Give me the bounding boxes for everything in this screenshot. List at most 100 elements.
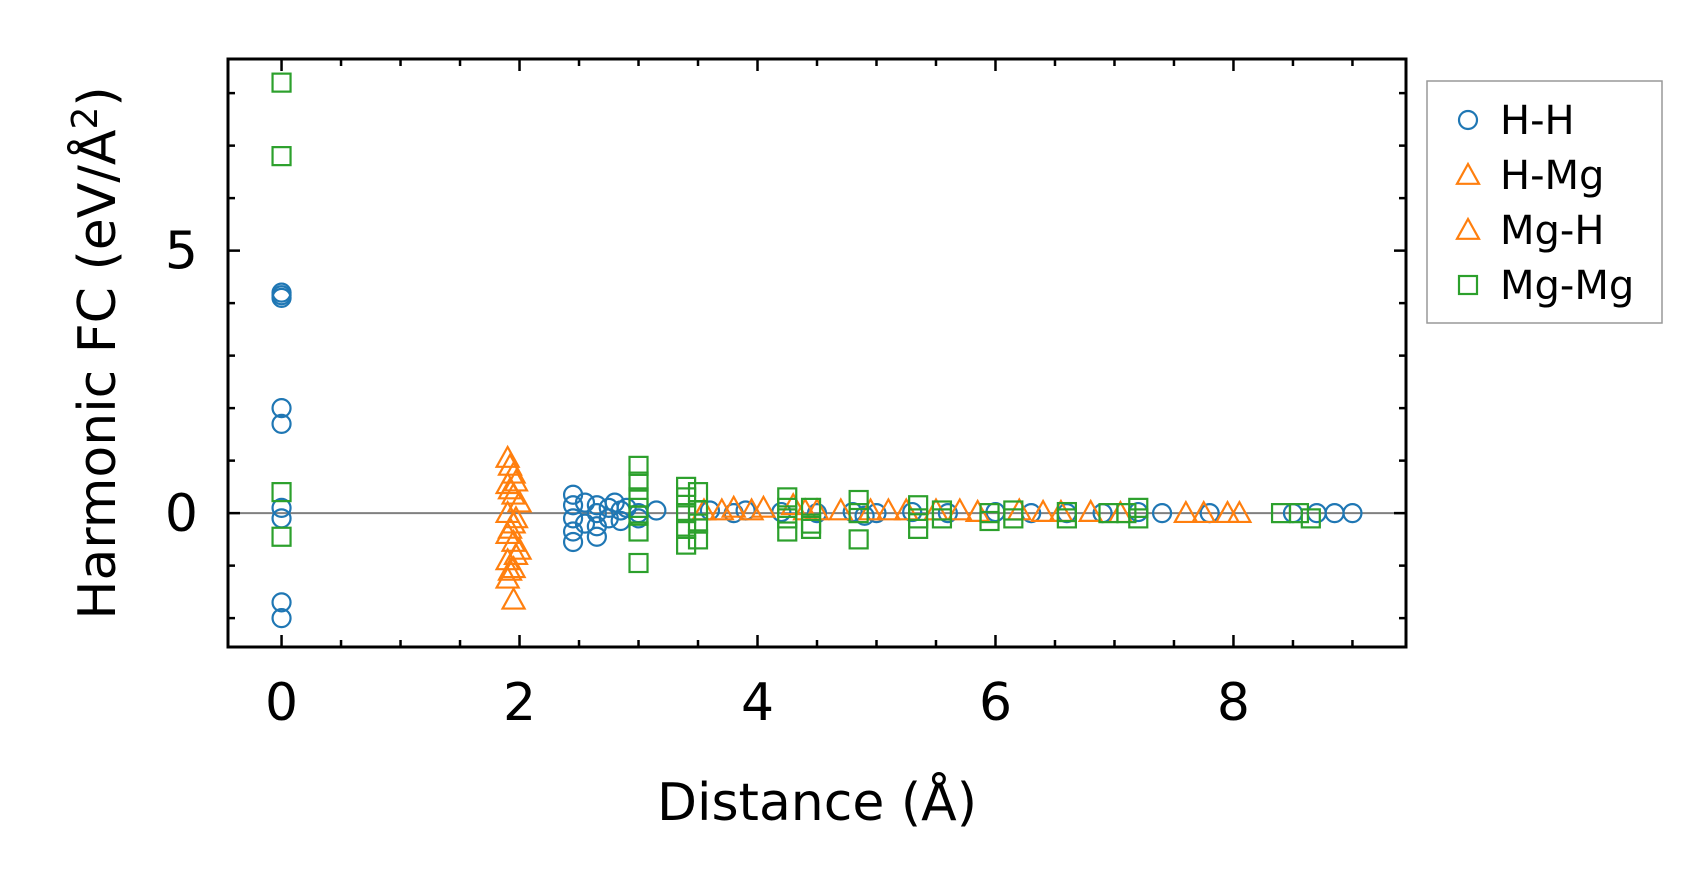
data-point xyxy=(979,510,1000,532)
legend-entry: Mg-H xyxy=(1455,208,1604,254)
data-point xyxy=(562,531,584,553)
data-point xyxy=(497,557,523,581)
data-point xyxy=(506,489,533,513)
data-point xyxy=(777,521,798,542)
data-point xyxy=(271,482,292,503)
data-point xyxy=(676,503,697,524)
data-point xyxy=(676,534,697,555)
data-point xyxy=(854,505,875,526)
x-tick-label: 2 xyxy=(503,673,536,733)
data-point xyxy=(1077,498,1104,522)
data-point xyxy=(827,497,854,521)
data-point xyxy=(586,526,607,547)
data-point xyxy=(1128,497,1149,518)
data-point xyxy=(497,476,523,500)
data-point xyxy=(908,508,929,529)
legend-entry: H-H xyxy=(1457,98,1575,144)
data-point xyxy=(271,285,292,306)
data-point xyxy=(908,518,929,539)
data-point xyxy=(1003,508,1024,529)
data-point xyxy=(1342,503,1363,524)
plot-area xyxy=(226,57,1408,649)
data-point xyxy=(271,526,292,547)
data-point xyxy=(777,497,798,518)
x-tick-label: 0 xyxy=(265,673,298,733)
x-tick-label: 8 xyxy=(1217,673,1250,733)
data-point xyxy=(931,508,953,529)
data-point xyxy=(271,146,292,167)
data-point xyxy=(628,552,649,574)
y-tick-labels: 05 xyxy=(165,222,198,545)
legend-marker xyxy=(1455,216,1481,240)
data-point xyxy=(1151,503,1173,524)
data-point xyxy=(1300,508,1321,529)
data-point xyxy=(687,500,709,521)
data-point xyxy=(687,529,709,550)
data-point xyxy=(676,487,697,508)
data-point xyxy=(271,398,292,419)
data-point xyxy=(1214,499,1241,524)
data-point xyxy=(628,505,649,526)
data-point xyxy=(848,529,869,550)
data-point xyxy=(848,503,869,524)
data-point xyxy=(780,491,807,516)
series-h-h xyxy=(271,282,1363,629)
data-point xyxy=(908,495,929,516)
data-point xyxy=(806,503,828,524)
data-point xyxy=(628,521,649,542)
data-point xyxy=(1056,508,1077,529)
data-point xyxy=(271,608,292,629)
data-point xyxy=(628,455,649,476)
data-point xyxy=(562,495,584,516)
data-point xyxy=(494,565,521,589)
y-tick-label: 0 xyxy=(165,484,198,544)
legend-box xyxy=(1426,80,1663,324)
data-point xyxy=(500,586,527,610)
data-point xyxy=(1128,508,1149,529)
data-point xyxy=(271,592,292,613)
y-axis-title-close: ) xyxy=(68,86,128,106)
data-point xyxy=(1190,499,1217,524)
data-point xyxy=(676,476,697,497)
data-point xyxy=(750,494,777,518)
data-point xyxy=(271,497,292,518)
data-point xyxy=(1288,503,1310,524)
data-point xyxy=(271,72,292,93)
data-point xyxy=(738,497,765,521)
plot-background xyxy=(228,59,1406,647)
x-tick-label: 6 xyxy=(979,673,1012,733)
legend-marker xyxy=(1457,274,1479,296)
data-point xyxy=(503,541,529,566)
data-point xyxy=(271,413,292,434)
legend-label: H-Mg xyxy=(1500,153,1604,199)
data-point xyxy=(687,513,709,534)
x-tick-label: 4 xyxy=(741,673,774,733)
x-axis-title: Distance (Å) xyxy=(657,771,977,833)
legend-entry: H-Mg xyxy=(1455,153,1604,199)
legend-marker xyxy=(1455,161,1481,185)
data-point xyxy=(800,518,822,539)
y-tick-label: 5 xyxy=(165,222,198,282)
data-point xyxy=(574,513,596,534)
data-point xyxy=(1030,498,1056,522)
legend-label: Mg-H xyxy=(1500,208,1604,254)
legend-marker xyxy=(1457,109,1479,131)
data-point xyxy=(676,518,697,539)
data-point xyxy=(848,489,869,511)
series-mg-mg xyxy=(271,72,1321,574)
y-axis-title-superscript: 2 xyxy=(65,107,106,130)
legend-entry: Mg-Mg xyxy=(1457,263,1634,309)
axis-ticks xyxy=(228,59,1406,647)
data-point xyxy=(562,508,584,529)
data-points xyxy=(271,72,1363,629)
data-point xyxy=(494,444,521,468)
data-point xyxy=(497,515,523,539)
data-point xyxy=(902,501,923,523)
legend-label: H-H xyxy=(1500,98,1575,144)
x-tick-labels: 0 2 4 6 8 xyxy=(265,673,1250,733)
data-point xyxy=(937,503,958,524)
legend-label: Mg-Mg xyxy=(1500,263,1634,309)
data-point xyxy=(1116,503,1137,524)
data-point xyxy=(777,487,798,508)
